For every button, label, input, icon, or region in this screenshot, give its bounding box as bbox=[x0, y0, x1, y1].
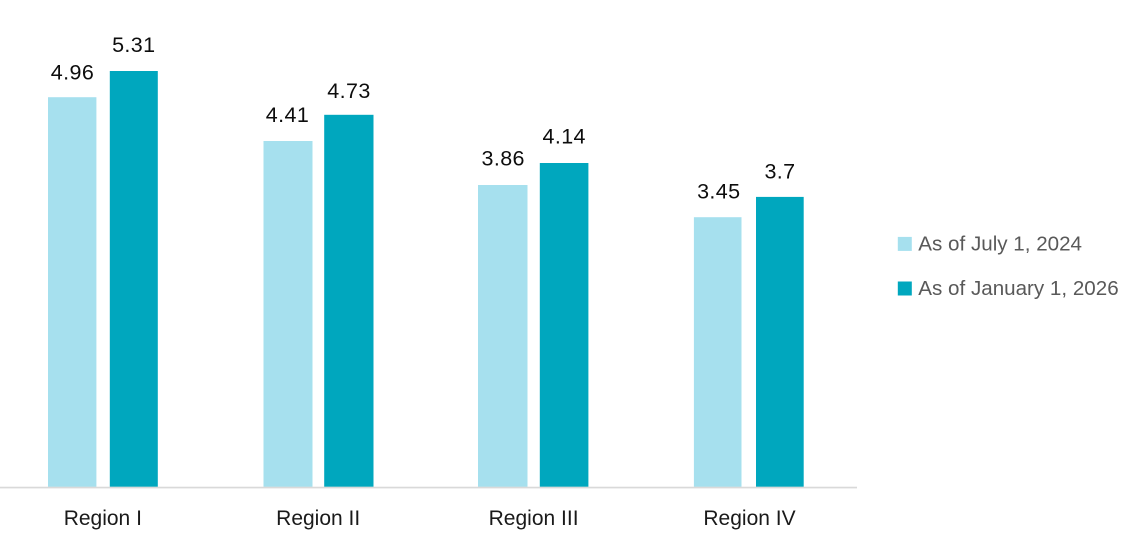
svg-text:As of July 1, 2024: As of July 1, 2024 bbox=[918, 232, 1082, 255]
svg-text:Region II: Region II bbox=[276, 507, 360, 530]
svg-text:Region III: Region III bbox=[489, 507, 579, 530]
svg-text:Region IV: Region IV bbox=[703, 507, 795, 530]
svg-text:4.73: 4.73 bbox=[327, 79, 370, 103]
svg-text:3.7: 3.7 bbox=[764, 160, 795, 184]
svg-text:4.14: 4.14 bbox=[542, 124, 585, 148]
svg-text:4.41: 4.41 bbox=[266, 103, 309, 127]
svg-text:3.86: 3.86 bbox=[481, 147, 524, 171]
svg-text:4.96: 4.96 bbox=[51, 61, 94, 85]
svg-text:3.45: 3.45 bbox=[697, 180, 740, 204]
svg-text:As of January 1, 2026: As of January 1, 2026 bbox=[918, 277, 1118, 300]
svg-text:Region I: Region I bbox=[64, 507, 142, 530]
svg-text:5.31: 5.31 bbox=[112, 33, 155, 57]
